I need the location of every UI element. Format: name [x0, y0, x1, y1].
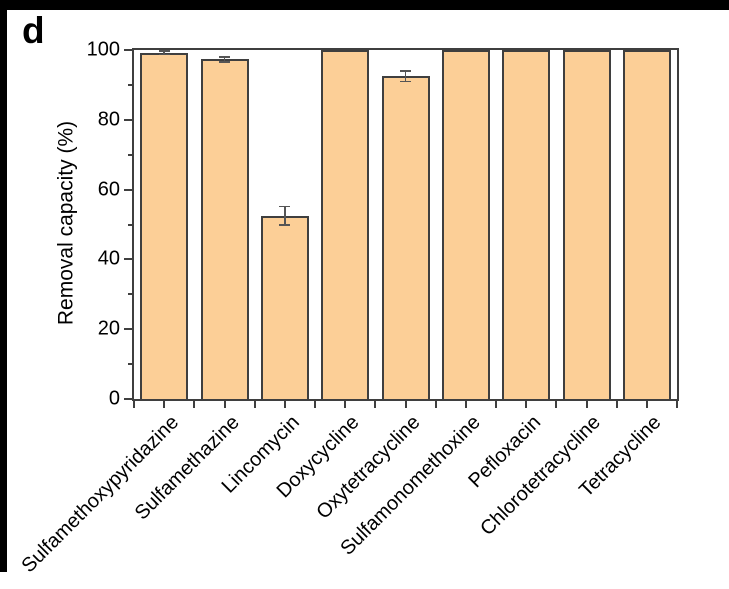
bar-sulfamonomethoxine [441, 50, 490, 399]
x-tick-minor [434, 399, 437, 408]
y-tick-minor [128, 223, 134, 226]
x-tick-lincomycin [283, 399, 286, 408]
y-tick-minor [128, 83, 134, 86]
x-tick-minor [495, 399, 497, 408]
bar-doxycycline [321, 50, 370, 399]
error-bar-lincomycin [284, 206, 286, 225]
error-cap-bottom-sulfamethoxypyridazine [158, 53, 170, 56]
y-tick-label-0: 0 [108, 387, 120, 410]
x-tick-sulfamonomethoxine [464, 399, 467, 408]
y-tick-label-40: 40 [97, 247, 120, 270]
y-tick-major [124, 328, 134, 331]
x-tick-minor [374, 399, 377, 408]
bar-chlorotetracycline [562, 50, 611, 399]
y-tick-label-20: 20 [97, 317, 120, 340]
x-tick-minor [555, 399, 558, 408]
error-cap-top-sulfamethazine [219, 55, 230, 58]
error-cap-top-oxytetracycline [400, 69, 411, 72]
y-tick-minor [128, 153, 134, 156]
x-tick-minor [314, 399, 316, 408]
bar-oxytetracycline [381, 76, 430, 399]
bar-lincomycin [260, 215, 309, 399]
x-tick-pefloxacin [525, 399, 528, 408]
x-tick-minor [193, 399, 196, 408]
y-tick-label-80: 80 [97, 108, 120, 131]
x-tick-sulfamethoxypyridazine [163, 399, 166, 408]
bar-sulfamethazine [200, 59, 249, 399]
x-tick-oxytetracycline [404, 399, 407, 408]
x-tick-minor [133, 399, 135, 408]
y-tick-major [124, 398, 134, 400]
x-tick-chlorotetracycline [585, 399, 588, 408]
bar-tetracycline [622, 50, 671, 399]
y-axis-title: Removal capacity (%) [54, 120, 78, 326]
bar-pefloxacin [502, 50, 551, 399]
x-tick-doxycycline [344, 399, 347, 408]
y-tick-minor [128, 293, 134, 296]
error-cap-bottom-lincomycin [279, 224, 291, 226]
x-tick-minor [676, 399, 678, 408]
error-cap-bottom-oxytetracycline [400, 80, 411, 83]
plot-area: Sulfamethoxypyridazine Sulfamethazine Linc… [17, 40, 679, 577]
panel-label: d [22, 10, 45, 51]
y-tick-major [124, 49, 134, 51]
x-tick-tetracycline [645, 399, 648, 408]
bar-sulfamethoxypyridazine [140, 52, 189, 399]
y-tick-major [124, 188, 134, 191]
y-tick-major [124, 258, 134, 261]
y-tick-label-60: 60 [97, 178, 120, 201]
error-cap-bottom-sulfamethazine [219, 61, 230, 63]
error-bar-sulfamethoxypyridazine [163, 51, 165, 55]
error-bar-sulfamethazine [223, 56, 226, 62]
x-tick-minor [253, 399, 256, 408]
y-tick-label-100: 100 [86, 38, 120, 61]
x-tick-minor [615, 399, 618, 408]
error-cap-top-sulfamethoxypyridazine [158, 50, 170, 52]
y-tick-major [124, 118, 134, 121]
frame-top [0, 0, 729, 10]
y-tick-minor [128, 363, 134, 366]
x-tick-sulfamethazine [223, 399, 226, 408]
error-bar-oxytetracycline [404, 70, 407, 82]
error-cap-top-lincomycin [279, 205, 291, 208]
frame-left [0, 0, 7, 572]
x-label-sulfamethazine: Sulfamethazine [130, 411, 244, 525]
